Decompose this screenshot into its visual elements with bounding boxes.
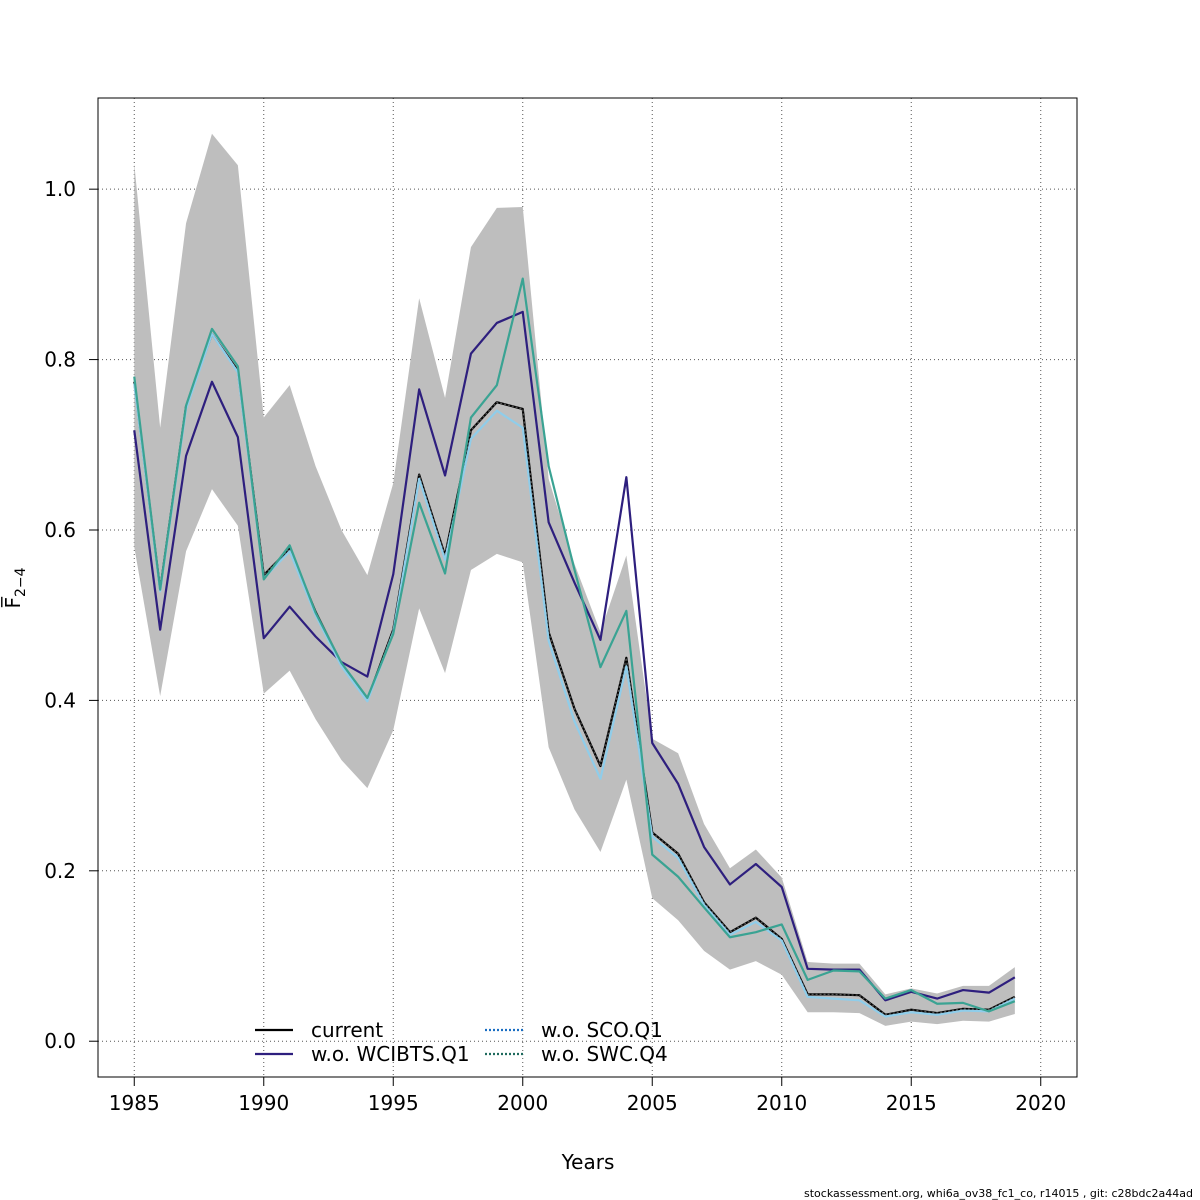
y-axis: 0.0 0.2 0.4 0.6 0.8 1.0 (44, 177, 99, 1053)
legend-item-current: current (255, 1018, 383, 1042)
legend-item-wo-wcibts-q1: w.o. WCIBTS.Q1 (255, 1042, 470, 1066)
legend-item-wo-swc-q4-label: w.o. SWC.Q4 (541, 1042, 668, 1066)
y-tick-label-3: 0.6 (44, 518, 76, 542)
y-axis-title-subscript: 2−4 (13, 567, 29, 597)
y-tick-label-4: 0.8 (44, 348, 76, 372)
y-tick-label-5: 1.0 (44, 177, 76, 201)
confidence-band-layer (134, 133, 1015, 1026)
x-tick-label-7: 2020 (1015, 1091, 1066, 1115)
x-axis: 1985 1990 1995 2000 2005 2010 2015 2020 (109, 1076, 1066, 1115)
series-line-current-dotted-overlay (133, 332, 1016, 1016)
x-tick-label-1: 1990 (238, 1091, 289, 1115)
series-line-wo-swc-q4 (133, 277, 1016, 1013)
series-layer (133, 277, 1016, 1018)
x-tick-label-0: 1985 (109, 1091, 160, 1115)
x-tick-label-3: 2000 (497, 1091, 548, 1115)
y-axis-title: F̅2−4 (0, 567, 29, 608)
legend-item-current-label: current (311, 1018, 383, 1042)
legend-item-wo-swc-q4: w.o. SWC.Q4 (485, 1042, 668, 1066)
y-tick-label-1: 0.2 (44, 859, 76, 883)
x-tick-label-4: 2005 (627, 1091, 678, 1115)
x-tick-label-5: 2010 (756, 1091, 807, 1115)
y-axis-title-main: F̅ (0, 596, 25, 609)
footer-text: stockassessment.org, whi6a_ov38_fc1_co, … (804, 1187, 1193, 1200)
y-tick-label-0: 0.0 (44, 1029, 76, 1053)
legend-item-wo-wcibts-q1-label: w.o. WCIBTS.Q1 (311, 1042, 470, 1066)
x-tick-label-2: 1995 (368, 1091, 419, 1115)
x-tick-label-6: 2015 (886, 1091, 937, 1115)
confidence-band (134, 133, 1015, 1026)
legend-item-wo-sco-q1-label: w.o. SCO.Q1 (541, 1018, 663, 1042)
x-axis-title: Years (561, 1150, 615, 1174)
legend-item-wo-sco-q1: w.o. SCO.Q1 (485, 1018, 663, 1042)
series-line-wo-sco-q1 (133, 332, 1016, 1018)
y-tick-label-2: 0.4 (44, 688, 76, 712)
